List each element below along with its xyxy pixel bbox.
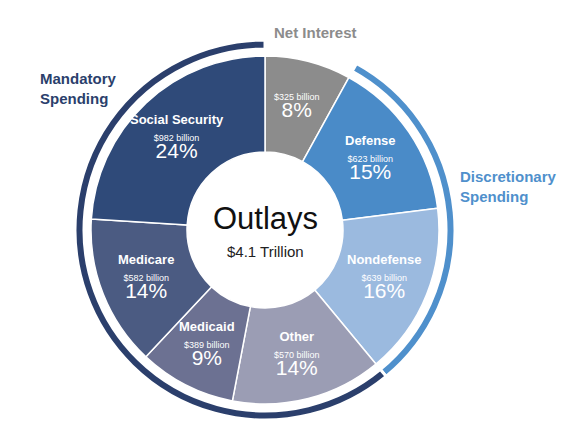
svg-text:MandatorySpending: MandatorySpending: [40, 70, 117, 107]
svg-text:Defense$623 billion15%: Defense$623 billion15%: [345, 133, 396, 183]
svg-text:$4.1 Trillion: $4.1 Trillion: [227, 243, 304, 260]
svg-text:Social Security$982 billion24%: Social Security$982 billion24%: [130, 112, 224, 162]
svg-text:Medicaid$389 billion9%: Medicaid$389 billion9%: [179, 319, 235, 369]
svg-text:Outlays: Outlays: [213, 201, 318, 236]
svg-text:$325 billion8%: $325 billion8%: [274, 92, 320, 121]
svg-text:Medicare$582 billion14%: Medicare$582 billion14%: [118, 252, 174, 302]
svg-text:Other$570 billion14%: Other$570 billion14%: [274, 329, 320, 379]
svg-text:Nondefense$639 billion16%: Nondefense$639 billion16%: [347, 252, 421, 302]
svg-text:DiscretionarySpending: DiscretionarySpending: [460, 168, 557, 205]
svg-text:Net Interest: Net Interest: [274, 24, 357, 41]
